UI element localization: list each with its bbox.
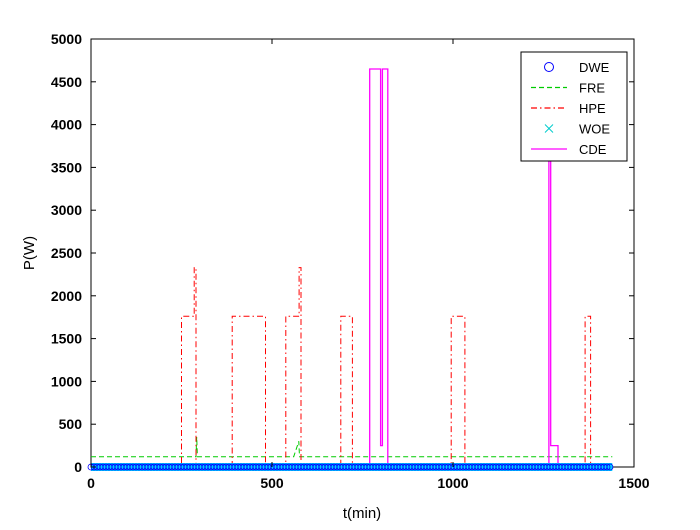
series-line-fre xyxy=(91,436,613,458)
y-tick-label: 1000 xyxy=(51,373,82,389)
x-tick-label: 1500 xyxy=(618,475,649,491)
y-tick-label: 2000 xyxy=(51,288,82,304)
series-marker-dwe xyxy=(606,463,614,471)
x-axis-title: t(min) xyxy=(343,505,381,522)
legend-item-fre: FRE xyxy=(531,81,605,96)
y-axis-title: P(W) xyxy=(21,236,38,270)
legend-swatch-b xyxy=(544,124,554,133)
legend-label: CDE xyxy=(579,142,607,157)
y-tick-label: 3000 xyxy=(51,202,82,218)
y-tick-label: 500 xyxy=(59,416,83,432)
series-dwe xyxy=(87,463,614,471)
x-tick-label: 1000 xyxy=(437,475,468,491)
legend-label: DWE xyxy=(579,60,610,75)
series-marker-dwe xyxy=(603,463,611,471)
y-tick-label: 2500 xyxy=(51,245,82,261)
y-tick-label: 0 xyxy=(74,459,82,475)
legend-item-woe: WOE xyxy=(544,122,610,137)
legend-box xyxy=(520,51,628,162)
legend-item-dwe: DWE xyxy=(544,60,610,75)
legend-item-cde: CDE xyxy=(531,142,607,157)
y-tick-label: 1500 xyxy=(51,331,82,347)
legend-swatch xyxy=(544,62,554,72)
legend-label: HPE xyxy=(579,101,606,116)
series-layer xyxy=(87,68,614,471)
x-tick-label: 500 xyxy=(260,475,284,491)
y-tick-label: 4000 xyxy=(51,117,82,133)
legend-item-hpe: HPE xyxy=(531,101,606,116)
y-tick-label: 4500 xyxy=(51,74,82,90)
legend-label: FRE xyxy=(579,81,605,96)
legend-label: WOE xyxy=(579,122,610,137)
legend: DWE FRE HPE WOE CDE xyxy=(520,51,628,162)
series-fre xyxy=(91,436,613,458)
ticks-layer: 0 500 1000 1500 0 500 1000 1500 2000 2500 3000 3500… xyxy=(51,31,650,491)
x-tick-label: 0 xyxy=(87,475,95,491)
y-tick-label: 5000 xyxy=(51,31,82,47)
y-tick-label: 3500 xyxy=(51,159,82,175)
